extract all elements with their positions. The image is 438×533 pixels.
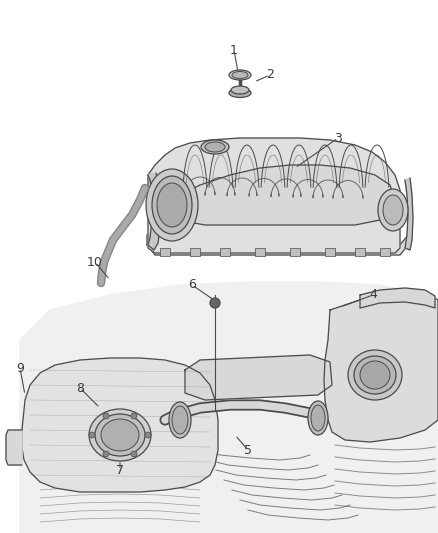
Bar xyxy=(255,248,265,256)
Polygon shape xyxy=(20,282,438,533)
Ellipse shape xyxy=(378,189,408,231)
Ellipse shape xyxy=(229,70,251,80)
Ellipse shape xyxy=(152,176,192,234)
Ellipse shape xyxy=(201,140,229,154)
Ellipse shape xyxy=(231,86,249,94)
Bar xyxy=(380,248,390,256)
Text: 7: 7 xyxy=(116,464,124,477)
Text: 4: 4 xyxy=(369,288,377,302)
Bar xyxy=(160,248,170,256)
Ellipse shape xyxy=(172,406,188,434)
Ellipse shape xyxy=(360,361,390,389)
Bar xyxy=(355,248,365,256)
Text: 3: 3 xyxy=(334,132,342,144)
Text: 8: 8 xyxy=(76,382,84,394)
Circle shape xyxy=(131,413,137,419)
Text: 10: 10 xyxy=(87,255,103,269)
Ellipse shape xyxy=(89,409,151,461)
Bar xyxy=(220,248,230,256)
Text: 2: 2 xyxy=(266,69,274,82)
Ellipse shape xyxy=(311,405,325,431)
Ellipse shape xyxy=(354,356,396,394)
Polygon shape xyxy=(360,288,435,308)
Circle shape xyxy=(89,432,95,438)
Text: 5: 5 xyxy=(244,443,252,456)
Polygon shape xyxy=(405,178,413,250)
Bar xyxy=(290,248,300,256)
Polygon shape xyxy=(22,358,218,492)
Circle shape xyxy=(103,413,109,419)
Ellipse shape xyxy=(101,419,139,451)
Text: 9: 9 xyxy=(16,361,24,375)
Ellipse shape xyxy=(232,71,248,78)
Circle shape xyxy=(210,298,220,308)
Polygon shape xyxy=(6,430,22,465)
Polygon shape xyxy=(148,138,400,253)
Polygon shape xyxy=(324,295,438,442)
Circle shape xyxy=(103,451,109,457)
Ellipse shape xyxy=(348,350,402,400)
Polygon shape xyxy=(147,235,408,255)
Bar xyxy=(190,248,200,256)
Ellipse shape xyxy=(229,88,251,98)
Ellipse shape xyxy=(205,142,225,152)
Ellipse shape xyxy=(95,414,145,456)
Circle shape xyxy=(145,432,151,438)
Ellipse shape xyxy=(157,183,187,227)
Text: 6: 6 xyxy=(188,279,196,292)
Ellipse shape xyxy=(146,169,198,241)
Text: 1: 1 xyxy=(230,44,238,56)
Bar xyxy=(325,248,335,256)
Polygon shape xyxy=(162,165,395,225)
Circle shape xyxy=(131,451,137,457)
Polygon shape xyxy=(148,173,160,250)
Ellipse shape xyxy=(308,401,328,435)
Ellipse shape xyxy=(383,195,403,225)
Polygon shape xyxy=(185,355,332,400)
Ellipse shape xyxy=(169,402,191,438)
